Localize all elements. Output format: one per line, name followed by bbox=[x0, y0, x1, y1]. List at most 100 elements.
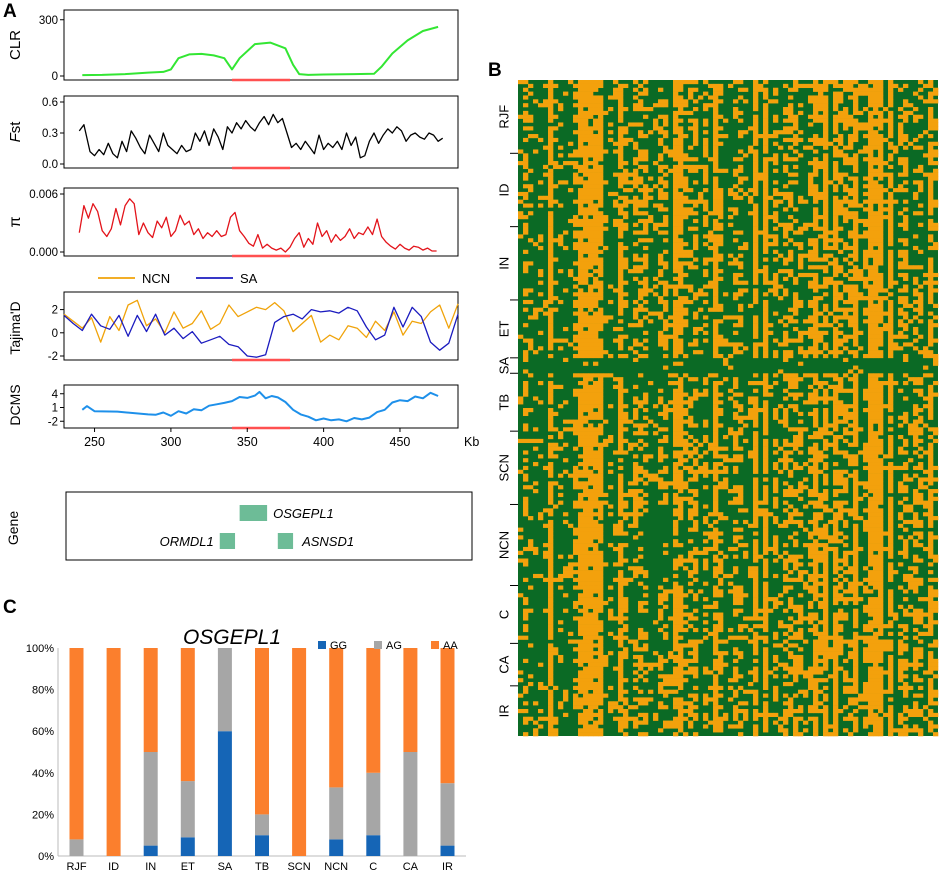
heatmap-cell bbox=[888, 145, 894, 150]
heatmap-cell bbox=[818, 265, 824, 270]
heatmap-cell bbox=[863, 450, 869, 455]
heatmap-cell bbox=[913, 404, 919, 409]
heatmap-cell bbox=[718, 581, 724, 586]
heatmap-cell bbox=[848, 95, 854, 100]
heatmap-cell bbox=[548, 581, 554, 586]
heatmap-cell bbox=[618, 95, 624, 100]
x-axis: 250 300 350 400 450 Kb bbox=[84, 428, 479, 449]
heatmap-cell bbox=[853, 504, 859, 509]
heatmap-cell bbox=[673, 334, 679, 339]
heatmap-cell bbox=[578, 107, 584, 112]
heatmap-cell bbox=[843, 481, 849, 486]
heatmap-cell bbox=[858, 330, 864, 335]
heatmap-cell bbox=[833, 211, 839, 216]
heatmap-cell bbox=[888, 184, 894, 189]
heatmap-cell bbox=[873, 535, 879, 540]
heatmap-cell bbox=[743, 438, 749, 444]
heatmap-cell bbox=[843, 184, 849, 189]
heatmap-cell bbox=[548, 103, 554, 108]
heatmap-cell bbox=[583, 218, 589, 224]
heatmap-cell bbox=[783, 168, 789, 173]
heatmap-cell bbox=[693, 211, 699, 216]
heatmap-cell bbox=[873, 280, 879, 285]
heatmap-cell bbox=[623, 257, 629, 262]
heatmap-cell bbox=[813, 168, 819, 173]
heatmap-cell bbox=[763, 585, 769, 590]
heatmap-cell bbox=[868, 581, 874, 586]
heatmap-cell bbox=[878, 195, 884, 200]
heatmap-cell bbox=[673, 83, 679, 89]
heatmap-cell bbox=[538, 400, 544, 405]
heatmap-cell bbox=[703, 550, 709, 555]
heatmap-cell bbox=[853, 130, 859, 135]
heatmap-cell bbox=[773, 215, 779, 220]
heatmap-cell bbox=[678, 95, 684, 100]
heatmap-cell bbox=[783, 107, 789, 112]
heatmap-cell bbox=[863, 296, 869, 301]
heatmap-cell bbox=[903, 180, 909, 185]
heatmap-cell bbox=[618, 134, 624, 139]
heatmap-cell bbox=[853, 392, 859, 397]
heatmap-cell bbox=[663, 130, 669, 135]
heatmap-cell bbox=[583, 600, 589, 606]
heatmap-cell bbox=[758, 408, 764, 413]
heatmap-cell bbox=[598, 122, 604, 127]
heatmap-cell bbox=[703, 215, 709, 220]
pi-axis-label: π bbox=[7, 216, 24, 227]
heatmap-cell bbox=[593, 284, 599, 289]
heatmap-cell bbox=[808, 492, 814, 498]
heatmap-cell bbox=[843, 450, 849, 455]
heatmap-cell bbox=[888, 226, 894, 231]
heatmap-cell bbox=[673, 87, 679, 92]
heatmap-cell bbox=[568, 573, 574, 579]
heatmap-cell bbox=[758, 134, 764, 139]
heatmap-cell bbox=[768, 323, 774, 328]
heatmap-cell bbox=[733, 110, 739, 116]
heatmap-cell bbox=[773, 203, 779, 208]
heatmap-cell bbox=[868, 126, 874, 131]
heatmap-cell bbox=[918, 188, 924, 193]
heatmap-cell bbox=[623, 516, 629, 521]
heatmap-cell bbox=[573, 481, 579, 486]
heatmap-cell bbox=[868, 234, 874, 239]
heatmap-cell bbox=[618, 249, 624, 254]
heatmap-cell bbox=[658, 168, 664, 173]
heatmap-cell bbox=[538, 238, 544, 243]
heatmap-cell bbox=[928, 222, 934, 227]
heatmap-cell bbox=[538, 346, 544, 351]
heatmap-cell bbox=[613, 218, 619, 224]
heatmap-cell bbox=[843, 570, 849, 575]
heatmap-cell bbox=[728, 253, 734, 258]
heatmap-cell bbox=[763, 597, 769, 602]
heatmap-cell bbox=[818, 95, 824, 100]
heatmap-cell bbox=[548, 280, 554, 285]
heatmap-cell bbox=[598, 411, 604, 417]
heatmap-cell bbox=[548, 180, 554, 185]
heatmap-cell bbox=[658, 334, 664, 339]
heatmap-cell bbox=[633, 253, 639, 258]
heatmap-cell bbox=[813, 334, 819, 339]
heatmap-cell bbox=[843, 218, 849, 224]
heatmap-cell bbox=[813, 504, 819, 509]
heatmap-cell bbox=[678, 442, 684, 447]
heatmap-cell bbox=[853, 249, 859, 254]
heatmap-cell bbox=[658, 164, 664, 170]
heatmap-cell bbox=[658, 253, 664, 258]
heatmap-cell bbox=[588, 450, 594, 455]
heatmap-cell bbox=[663, 299, 669, 305]
heatmap-cell bbox=[678, 558, 684, 563]
heatmap-cell bbox=[868, 80, 874, 85]
heatmap-cell bbox=[618, 600, 624, 606]
heatmap-cell bbox=[573, 570, 579, 575]
heatmap-cell bbox=[873, 184, 879, 189]
heatmap-cell bbox=[673, 573, 679, 579]
heatmap-cell bbox=[548, 319, 554, 324]
heatmap-cell bbox=[858, 346, 864, 351]
heatmap-cell bbox=[703, 558, 709, 563]
heatmap-cell bbox=[623, 292, 629, 297]
heatmap-cell bbox=[663, 249, 669, 254]
heatmap-cell bbox=[673, 303, 679, 308]
heatmap-cell bbox=[918, 558, 924, 563]
heatmap-cell bbox=[928, 145, 934, 150]
heatmap-cell bbox=[733, 446, 739, 451]
